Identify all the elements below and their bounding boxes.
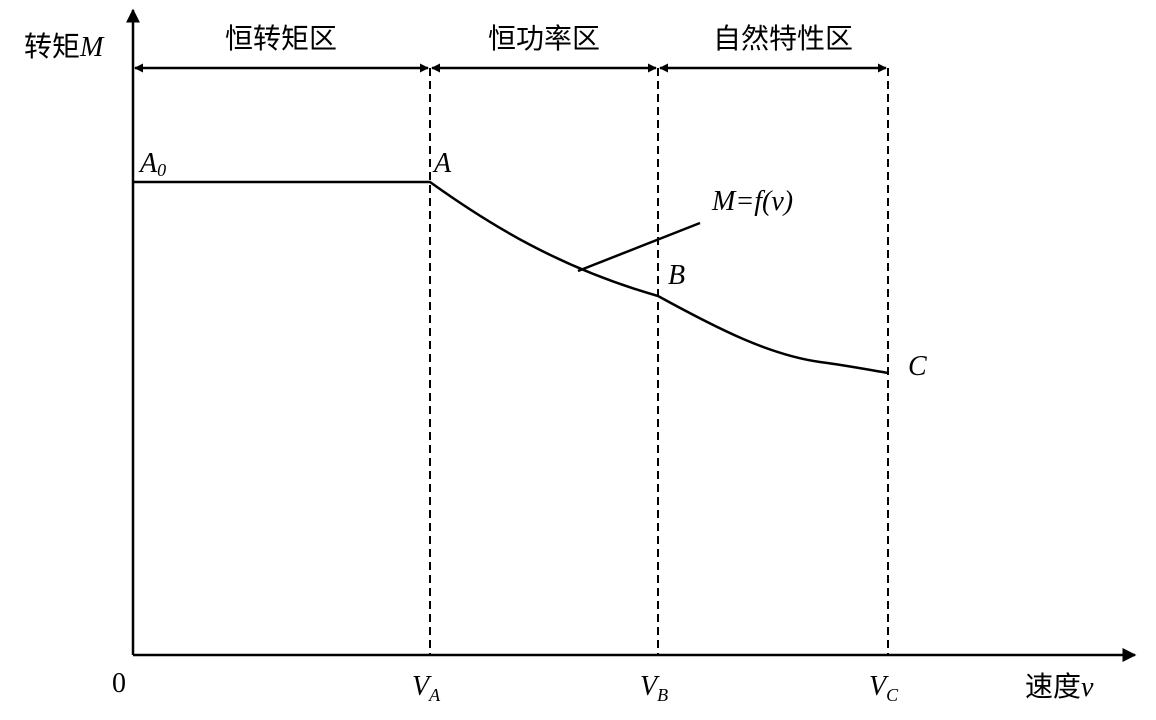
label-text: 速度 (1025, 671, 1081, 703)
mark-main: V (869, 671, 889, 702)
label-var: M (79, 32, 105, 63)
mark-sub: B (657, 685, 668, 705)
axes (126, 8, 1137, 662)
mark-main: V (412, 671, 432, 702)
x-mark: VA (412, 671, 441, 705)
mark-main: V (640, 671, 660, 702)
point-label: B (668, 260, 685, 291)
label-text: 转矩 (24, 31, 80, 63)
curve-label: M=f(v) (711, 186, 793, 217)
region-label: 恒转矩区 (225, 23, 337, 55)
x-mark: VB (640, 671, 668, 705)
label-var: v (1081, 672, 1094, 703)
x-mark: VC (869, 671, 899, 705)
origin-label: 0 (112, 668, 126, 699)
region-label: 自然特性区 (713, 23, 853, 55)
region-boundaries (134, 63, 889, 655)
point-label: A (432, 148, 452, 179)
point-main: A (138, 148, 158, 179)
mark-sub: C (886, 685, 899, 705)
point-sub: 0 (157, 160, 166, 180)
torque-curve (133, 180, 889, 375)
mark-sub: A (428, 685, 441, 705)
point-label: C (908, 351, 927, 382)
region-label: 恒功率区 (488, 23, 600, 55)
x-axis-label: 速度v (1025, 671, 1094, 703)
point-label: A0 (138, 148, 166, 180)
leader-line (577, 221, 701, 273)
y-axis-label: 转矩M (24, 31, 105, 63)
